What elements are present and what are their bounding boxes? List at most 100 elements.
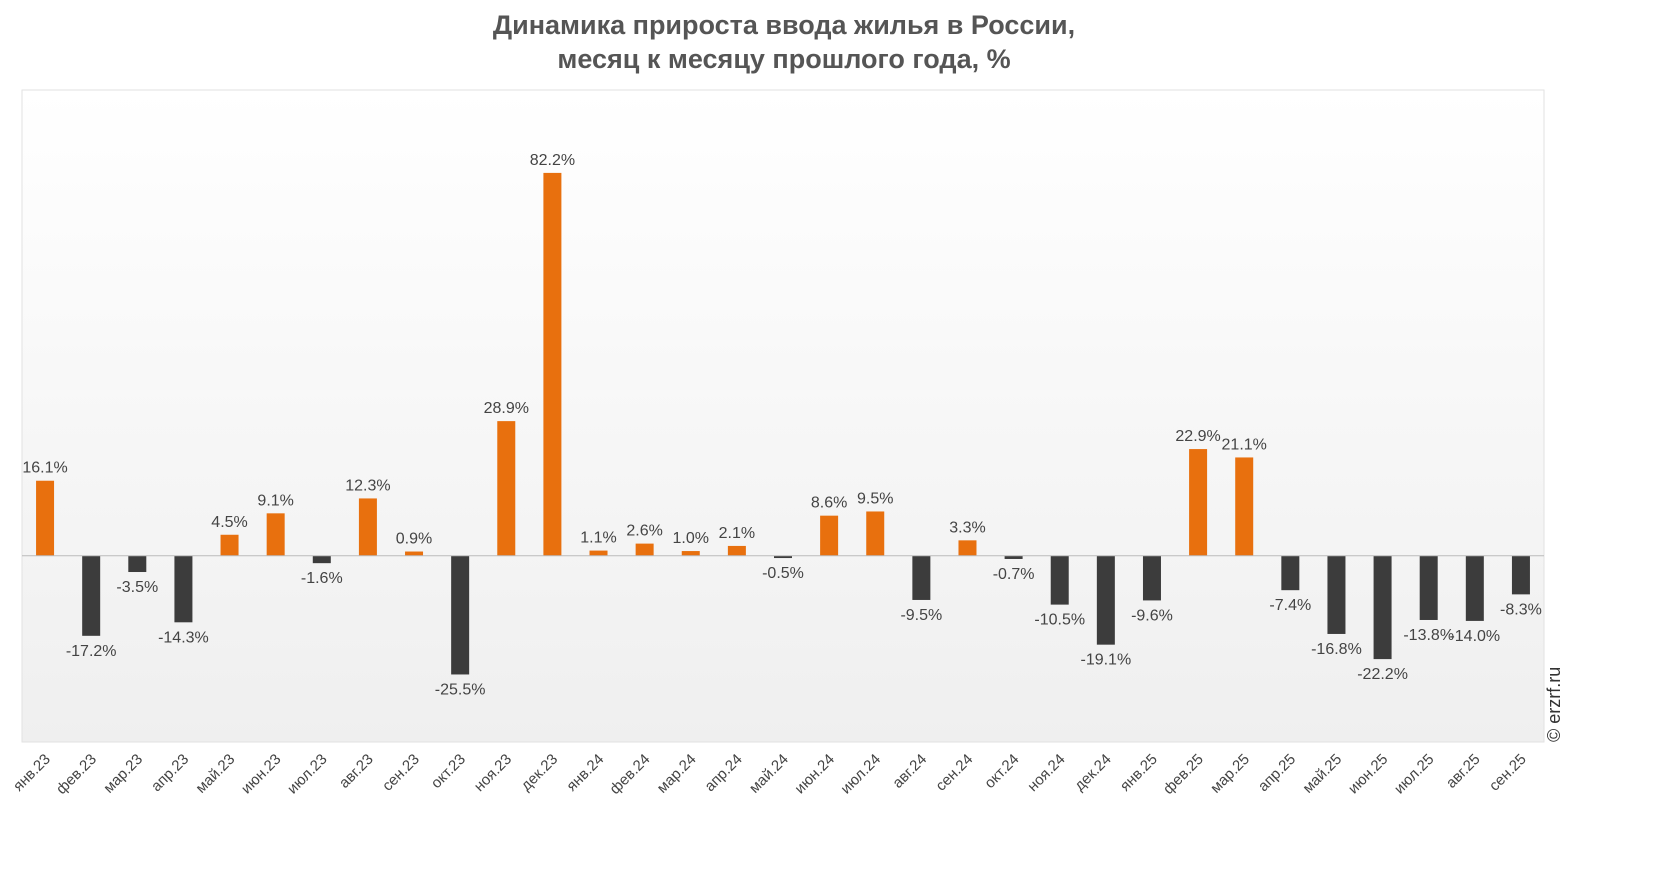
x-tick-label: мар.25 bbox=[1207, 751, 1253, 797]
data-label: -1.6% bbox=[301, 570, 343, 587]
x-tick-label: июл.24 bbox=[837, 751, 884, 798]
data-label: -0.7% bbox=[993, 566, 1035, 583]
x-tick-label: июн.24 bbox=[791, 751, 838, 798]
plot-area bbox=[21, 89, 1545, 743]
bar-мар.24 bbox=[681, 551, 700, 556]
data-label: -9.6% bbox=[1131, 607, 1173, 624]
x-tick-label: фев.25 bbox=[1160, 751, 1207, 798]
x-tick-label: май.25 bbox=[1299, 751, 1345, 797]
data-label: 1.1% bbox=[580, 530, 616, 547]
bar-сен.23 bbox=[405, 551, 424, 556]
bar-окт.24 bbox=[1004, 555, 1023, 559]
data-label: -22.2% bbox=[1357, 666, 1408, 683]
data-label: 2.1% bbox=[719, 525, 755, 542]
data-label: 8.6% bbox=[811, 495, 847, 512]
x-tick-label: фев.24 bbox=[606, 751, 653, 798]
data-label: 16.1% bbox=[22, 460, 67, 477]
bar-янв.25 bbox=[1142, 555, 1161, 601]
bar-ноя.23 bbox=[497, 421, 516, 556]
x-tick-label: июн.25 bbox=[1345, 751, 1392, 798]
data-label: 1.0% bbox=[673, 530, 709, 547]
x-tick-label: окт.23 bbox=[428, 751, 469, 792]
bar-фев.23 bbox=[82, 555, 101, 636]
data-label: -8.3% bbox=[1500, 601, 1542, 618]
x-tick-label: дек.23 bbox=[518, 751, 561, 794]
data-label: 9.1% bbox=[257, 492, 293, 509]
data-label: 28.9% bbox=[484, 400, 529, 417]
data-label: -14.0% bbox=[1449, 628, 1500, 645]
data-label: 3.3% bbox=[949, 519, 985, 536]
data-label: -17.2% bbox=[66, 643, 117, 660]
bar-мар.23 bbox=[128, 555, 147, 573]
bar-апр.23 bbox=[174, 555, 193, 623]
x-tick-label: мар.23 bbox=[100, 751, 146, 797]
x-tick-label: мар.24 bbox=[654, 751, 700, 797]
data-label: 12.3% bbox=[345, 477, 390, 494]
x-tick-label: ноя.24 bbox=[1024, 751, 1068, 795]
bar-авг.23 bbox=[358, 498, 377, 556]
data-label: -25.5% bbox=[435, 681, 486, 698]
bar-сен.24 bbox=[958, 540, 977, 556]
watermark: © erzrf.ru bbox=[1544, 667, 1564, 742]
bar-июн.25 bbox=[1373, 555, 1392, 660]
data-label: 0.9% bbox=[396, 531, 432, 548]
bar-июл.25 bbox=[1419, 555, 1438, 620]
data-label: 21.1% bbox=[1222, 436, 1267, 453]
bar-апр.25 bbox=[1281, 555, 1300, 591]
x-tick-label: авг.24 bbox=[889, 751, 930, 792]
bar-фев.25 bbox=[1189, 449, 1208, 556]
data-label: 2.6% bbox=[626, 523, 662, 540]
bar-июн.24 bbox=[820, 515, 839, 556]
data-label: 9.5% bbox=[857, 490, 893, 507]
bar-авг.24 bbox=[912, 555, 931, 600]
bar-май.25 bbox=[1327, 555, 1346, 634]
x-tick-label: ноя.23 bbox=[471, 751, 515, 795]
x-tick-label: апр.25 bbox=[1255, 751, 1299, 795]
bar-апр.24 bbox=[727, 545, 746, 556]
x-tick-label: апр.23 bbox=[148, 751, 192, 795]
bar-янв.24 bbox=[589, 550, 608, 556]
data-label: -19.1% bbox=[1080, 652, 1131, 669]
bar-июл.24 bbox=[866, 511, 885, 556]
data-label: -10.5% bbox=[1034, 612, 1085, 629]
data-label: -16.8% bbox=[1311, 641, 1362, 658]
data-label: 4.5% bbox=[211, 514, 247, 531]
x-tick-label: фев.23 bbox=[53, 751, 100, 798]
bar-авг.25 bbox=[1465, 555, 1484, 621]
x-tick-label: янв.25 bbox=[1117, 751, 1161, 795]
x-tick-label: май.24 bbox=[746, 751, 792, 797]
chart-subtitle: месяц к месяцу прошлого года, % bbox=[557, 44, 1011, 74]
data-label: -14.3% bbox=[158, 629, 209, 646]
x-tick-label: апр.24 bbox=[701, 751, 745, 795]
data-label: 22.9% bbox=[1175, 428, 1220, 445]
bar-дек.24 bbox=[1096, 555, 1115, 645]
bar-сен.25 bbox=[1511, 555, 1530, 595]
chart-title-line1: Динамика прироста ввода жилья в России, bbox=[492, 10, 1076, 40]
bar-фев.24 bbox=[635, 543, 654, 556]
x-tick-label: авг.25 bbox=[1443, 751, 1484, 792]
x-tick-label: авг.23 bbox=[336, 751, 377, 792]
x-tick-label: янв.24 bbox=[563, 751, 607, 795]
bar-окт.23 bbox=[451, 555, 470, 675]
data-label: -3.5% bbox=[116, 579, 158, 596]
x-tick-label: июн.23 bbox=[238, 751, 285, 798]
bar-май.24 bbox=[774, 555, 792, 559]
bar-янв.23 bbox=[36, 480, 55, 556]
chart-title: Динамика прироста ввода жилья в России, … bbox=[0, 8, 1568, 76]
data-label: -9.5% bbox=[900, 607, 942, 624]
x-tick-label: сен.24 bbox=[932, 751, 976, 795]
data-label: -7.4% bbox=[1269, 597, 1311, 614]
bar-ноя.24 bbox=[1050, 555, 1069, 605]
x-tick-label: янв.23 bbox=[10, 751, 54, 795]
x-tick-label: июл.25 bbox=[1391, 751, 1438, 798]
bar-июл.23 bbox=[312, 555, 331, 564]
data-label: -13.8% bbox=[1403, 627, 1454, 644]
x-tick-label: июл.23 bbox=[284, 751, 331, 798]
x-tick-label: сен.23 bbox=[379, 751, 423, 795]
bar-июн.23 bbox=[266, 513, 285, 556]
x-tick-label: дек.24 bbox=[1071, 751, 1114, 794]
bar-мар.25 bbox=[1235, 457, 1254, 556]
data-label: -0.5% bbox=[762, 565, 804, 582]
x-tick-label: май.23 bbox=[192, 751, 238, 797]
